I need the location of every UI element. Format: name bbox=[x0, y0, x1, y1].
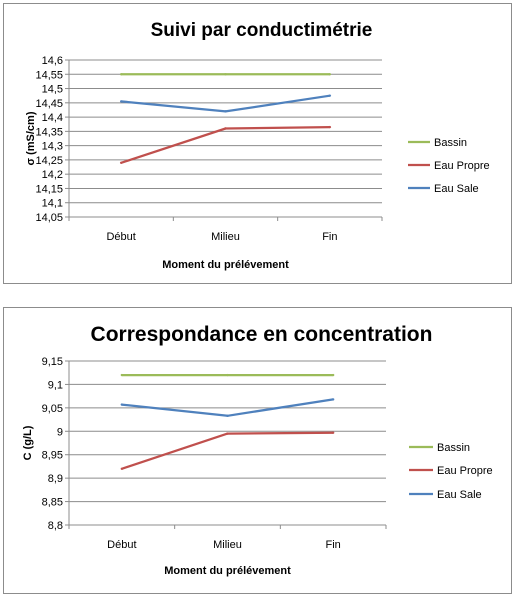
data-point-eau-sale bbox=[328, 94, 332, 97]
legend-label-eau-sale: Eau Sale bbox=[437, 489, 482, 501]
series-line-eau-propre bbox=[120, 125, 330, 164]
data-point-bassin bbox=[119, 73, 123, 76]
y-tick-label: 8,8 bbox=[48, 520, 63, 532]
y-tick-label: 8,95 bbox=[42, 450, 63, 462]
y-tick-label: 9,1 bbox=[48, 379, 63, 391]
data-point-bassin bbox=[328, 73, 332, 76]
chart-title: Correspondance en concentration bbox=[91, 323, 433, 346]
x-tick-label: Milieu bbox=[213, 539, 242, 551]
series-line-eau-sale bbox=[121, 94, 330, 113]
legend-label-eau-propre: Eau Propre bbox=[434, 160, 490, 172]
x-tick-label: Début bbox=[106, 231, 135, 243]
legend-label-bassin: Bassin bbox=[437, 442, 470, 454]
y-axis-title: C (g/L) bbox=[22, 425, 34, 460]
legend-label-eau-sale: Eau Sale bbox=[434, 183, 479, 195]
y-tick-label: 14,3 bbox=[42, 141, 63, 153]
x-axis-title: Moment du prélévement bbox=[162, 259, 289, 271]
data-point-eau-propre bbox=[119, 161, 123, 164]
data-point-bassin bbox=[226, 373, 229, 377]
data-point-bassin bbox=[224, 73, 227, 76]
y-tick-label: 14,2 bbox=[42, 169, 63, 181]
chart-title: Suivi par conductimétrie bbox=[151, 20, 373, 41]
chart-panel-concentration: Correspondance en concentration 9,15 9,1 9,… bbox=[3, 307, 512, 594]
y-tick-label: 9,05 bbox=[42, 403, 63, 415]
y-tick-label: 9 bbox=[57, 426, 63, 438]
series-line-eau-propre bbox=[121, 431, 334, 470]
data-point-eau-propre bbox=[328, 125, 332, 129]
y-tick-label: 14,5 bbox=[42, 84, 63, 96]
data-point-eau-propre bbox=[120, 467, 124, 470]
y-tick-label: 14,55 bbox=[35, 69, 63, 81]
chart-panel-conductimetrie: Suivi par conductimétrie 14,6 14,55 14,5 14,… bbox=[3, 3, 512, 284]
y-tick-label: 14,4 bbox=[42, 112, 63, 124]
data-point-eau-sale bbox=[120, 403, 124, 406]
chart-concentration: Correspondance en concentration 9,15 9,1 9,… bbox=[22, 323, 493, 577]
legend-label-bassin: Bassin bbox=[434, 137, 467, 149]
y-tick-label: 14,15 bbox=[35, 183, 63, 195]
x-tick-label: Fin bbox=[322, 231, 337, 243]
y-tick-label: 14,6 bbox=[42, 55, 63, 67]
data-point-eau-sale bbox=[226, 414, 229, 418]
data-point-eau-sale bbox=[224, 110, 227, 113]
y-tick-label: 14,45 bbox=[35, 98, 63, 110]
y-tick-label: 9,15 bbox=[42, 356, 63, 368]
data-point-eau-propre bbox=[224, 127, 227, 130]
data-point-eau-propre bbox=[331, 431, 335, 434]
data-point-eau-sale bbox=[119, 100, 123, 103]
y-tick-label: 14,1 bbox=[42, 198, 63, 210]
data-point-bassin bbox=[120, 373, 124, 377]
chart-conductimetrie: Suivi par conductimétrie 14,6 14,55 14,5 14,… bbox=[25, 20, 490, 271]
x-tick-label: Fin bbox=[326, 539, 341, 551]
y-tick-label: 8,85 bbox=[42, 497, 63, 509]
data-point-eau-propre bbox=[226, 432, 229, 435]
x-tick-label: Début bbox=[107, 539, 136, 551]
y-tick-label: 8,9 bbox=[48, 473, 63, 485]
data-point-eau-sale bbox=[331, 398, 335, 401]
y-tick-label: 14,35 bbox=[35, 126, 63, 138]
y-axis-title: σ (mS/cm) bbox=[25, 111, 37, 165]
legend-label-eau-propre: Eau Propre bbox=[437, 465, 493, 477]
y-tick-label: 14,25 bbox=[35, 155, 63, 167]
y-tick-label: 14,05 bbox=[35, 212, 63, 224]
x-tick-label: Milieu bbox=[211, 231, 240, 243]
data-point-bassin bbox=[331, 373, 335, 377]
x-axis-title: Moment du prélévement bbox=[164, 565, 291, 577]
